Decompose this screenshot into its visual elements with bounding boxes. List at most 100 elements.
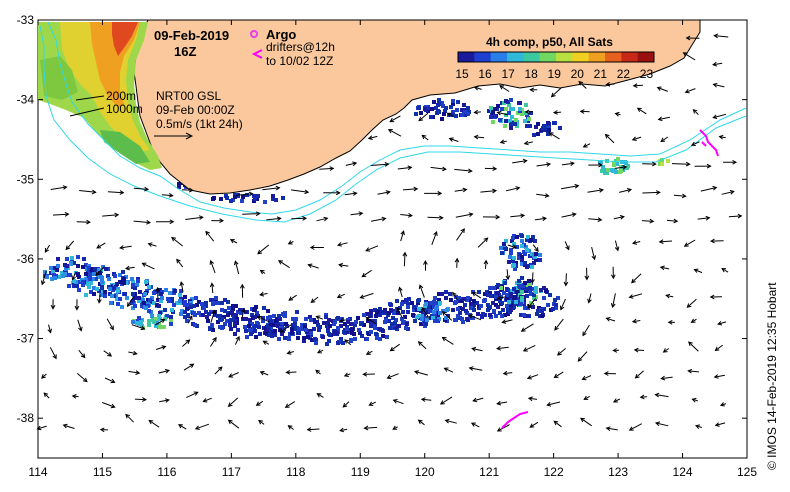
current-vector: [285, 401, 296, 408]
argo-float-marker-legend: [250, 30, 258, 38]
current-vector: [286, 371, 297, 373]
current-vector: [612, 293, 616, 308]
current-vector: [205, 231, 215, 242]
current-vector: [187, 315, 193, 324]
current-vector: [683, 52, 696, 61]
current-vector: [634, 349, 644, 351]
current-vector: [456, 228, 465, 241]
australia-landmass: [133, 19, 701, 195]
current-vector: [389, 115, 401, 123]
current-vector: [430, 166, 446, 170]
current-vector: [582, 375, 592, 380]
lon-tick-label: 124: [673, 465, 693, 479]
current-vector: [344, 192, 357, 196]
current-vector: [614, 166, 627, 169]
current-vector: [234, 261, 240, 275]
current-vector: [583, 143, 591, 148]
current-vector: [236, 193, 253, 196]
current-vector: [497, 346, 509, 350]
current-vector: [228, 419, 240, 429]
argo-drifter-tracks: [501, 129, 719, 429]
current-vector: [148, 243, 157, 247]
current-vector: [536, 193, 549, 197]
current-vector: [637, 107, 647, 115]
current-vector: [278, 260, 290, 269]
current-vector: [561, 213, 576, 218]
current-vector: [414, 371, 428, 376]
isobath-200m: [47, 21, 747, 215]
current-vector: [473, 397, 484, 402]
lat-tick-label: -33: [17, 13, 35, 27]
current-vector: [582, 324, 590, 336]
current-vector: [527, 374, 539, 379]
current-vector: [393, 399, 404, 405]
current-vector: [658, 116, 670, 120]
current-vector: [291, 217, 307, 220]
current-vector: [497, 401, 508, 405]
current-vector: [719, 136, 726, 139]
current-vector: [102, 402, 115, 408]
current-vector: [370, 163, 389, 166]
current-vector: [477, 237, 488, 248]
argo-legend-label: Argo: [266, 27, 296, 42]
current-vector: [106, 318, 114, 330]
current-vector: [76, 373, 88, 382]
current-vector: [159, 399, 169, 403]
current-vector: [580, 417, 592, 427]
current-vector: [661, 376, 673, 380]
current-vector: [561, 162, 574, 166]
current-vector: [485, 260, 487, 269]
isobath-label-leaders: [69, 95, 105, 117]
current-vector: [502, 319, 513, 323]
colorbar-tick: 23: [640, 67, 654, 81]
current-vector: [337, 293, 346, 298]
current-vector: [642, 191, 660, 194]
current-vector: [362, 269, 372, 278]
current-vector: [128, 351, 137, 355]
isobath-1000m-label: 1000m: [106, 102, 143, 116]
current-vector: [553, 111, 562, 114]
current-vector: [497, 111, 509, 116]
current-vector: [263, 340, 270, 345]
current-vector: [472, 348, 483, 352]
current-vector: [317, 393, 324, 398]
current-vector: [344, 339, 352, 346]
current-vector: [402, 188, 418, 191]
colorbar-tick: 21: [594, 67, 608, 81]
current-vector: [133, 187, 149, 190]
current-vector: [107, 191, 124, 194]
current-vector: [316, 217, 328, 222]
current-vector: [186, 391, 198, 399]
current-vector: [521, 323, 534, 332]
current-vector: [614, 240, 619, 251]
current-vector: [507, 244, 517, 249]
current-vector: [684, 239, 696, 247]
current-vector: [387, 373, 399, 379]
current-vector: [211, 283, 214, 294]
current-vector: [49, 347, 57, 359]
current-vector: [310, 296, 319, 303]
current-vector: [456, 258, 458, 268]
current-vector: [125, 414, 135, 423]
current-vector: [633, 84, 643, 87]
current-vector: [390, 343, 400, 352]
product-date: 09-Feb 00:00Z: [156, 103, 235, 117]
current-vector: [606, 83, 615, 86]
current-vector: [181, 189, 193, 191]
sst-pixel-layer: [43, 98, 670, 346]
current-vector: [524, 141, 533, 145]
current-vector: [419, 285, 425, 298]
current-vector: [587, 189, 603, 193]
current-vector: [700, 187, 717, 192]
lat-tick-label: -34: [17, 93, 35, 107]
current-vector: [613, 216, 625, 220]
lat-tick-label: -36: [17, 252, 35, 266]
lat-tick-label: -38: [17, 411, 35, 425]
current-vector: [657, 87, 668, 92]
current-vector: [588, 218, 602, 221]
current-vector: [44, 244, 51, 253]
drifter-legend-line-2: to 10/02 12Z: [266, 54, 333, 68]
current-vector: [418, 341, 427, 350]
current-vector: [714, 374, 725, 378]
